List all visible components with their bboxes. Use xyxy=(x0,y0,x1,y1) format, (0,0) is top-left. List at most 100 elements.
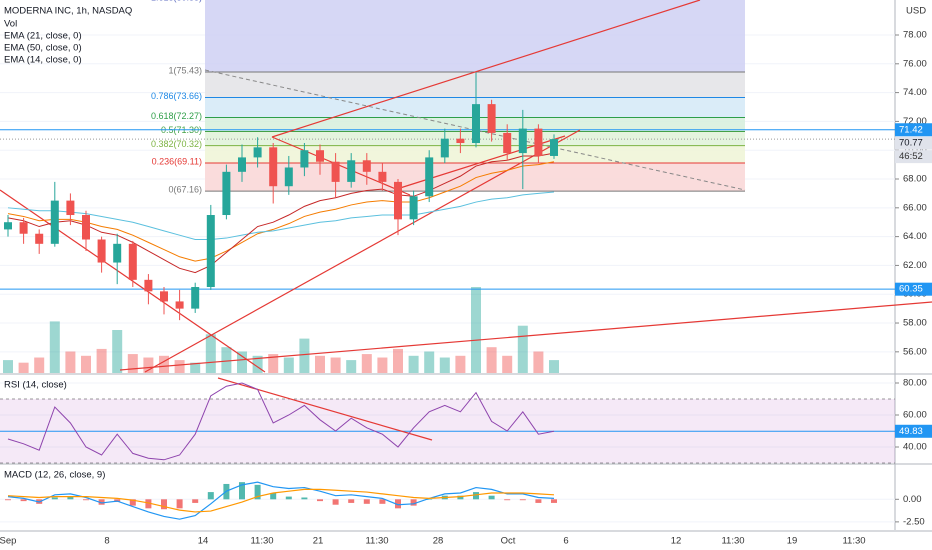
fib-label: 0.236(69.11) xyxy=(152,156,202,166)
volume-bar xyxy=(34,357,45,373)
fib-zone xyxy=(205,0,745,73)
histogram-bar xyxy=(285,496,292,500)
x-tick-label: Sep xyxy=(0,536,16,547)
y-tick-label: 58.00 xyxy=(903,318,927,329)
pane-title: MACD (12, 26, close, 9) xyxy=(4,470,105,481)
fib-label: 1.618(80.55) xyxy=(151,0,202,2)
volume-bar xyxy=(517,325,528,373)
candle-body xyxy=(128,243,137,280)
histogram-bar xyxy=(332,499,339,505)
histogram-bar xyxy=(473,492,479,500)
volume-bar xyxy=(377,357,388,373)
symbol-title: MODERNA INC, 1h, NASDAQ xyxy=(4,6,132,17)
volume-bar xyxy=(330,357,341,373)
candle-body xyxy=(66,200,75,216)
trend-line xyxy=(271,0,701,138)
candle-body xyxy=(238,157,246,172)
legend-item: EMA (14, close, 0) xyxy=(4,55,82,66)
y-tick-label: 78.00 xyxy=(903,30,927,41)
volume-bar xyxy=(252,355,263,373)
candle-body xyxy=(284,167,293,187)
histogram-bar xyxy=(270,492,277,500)
volume-bar xyxy=(159,355,169,373)
volume-bar xyxy=(408,355,419,373)
candle-body xyxy=(175,301,184,309)
fib-label: 0(67.16) xyxy=(168,184,202,194)
y-tick-label: 68.00 xyxy=(903,174,927,185)
candle-body xyxy=(35,233,44,244)
histogram-bar xyxy=(363,499,370,504)
candle-body xyxy=(331,161,340,182)
candle-body xyxy=(222,171,231,216)
price-tag xyxy=(895,282,932,296)
volume-bar xyxy=(3,360,13,373)
y-tick-label: 72.00 xyxy=(903,116,927,127)
histogram-bar xyxy=(207,492,214,500)
volume-bar xyxy=(439,357,450,373)
histogram-bar xyxy=(51,497,58,500)
x-tick-label: 11:30 xyxy=(365,536,388,547)
trend-line xyxy=(271,136,411,196)
candle-body xyxy=(113,243,122,263)
volume-bar xyxy=(81,355,91,373)
legend-item: EMA (21, close, 0) xyxy=(4,31,82,42)
candle-body xyxy=(394,181,402,220)
x-tick-label: 19 xyxy=(787,536,798,547)
candle-body xyxy=(144,279,153,292)
fib-zone xyxy=(205,163,745,192)
histogram-bar xyxy=(20,499,27,502)
volume-bar xyxy=(143,357,154,373)
volume-bar xyxy=(299,338,310,373)
ema-line xyxy=(7,152,555,274)
price-tag-label: 60.35 xyxy=(899,284,923,295)
histogram-bar xyxy=(129,499,136,506)
histogram-bar xyxy=(98,499,105,505)
volume-bar xyxy=(18,362,29,373)
candle-body xyxy=(425,157,434,197)
ema-line xyxy=(7,191,555,240)
y-tick-label: 40.00 xyxy=(903,442,927,453)
price-tag xyxy=(895,136,932,150)
trend-line xyxy=(217,377,433,441)
x-tick-label: 6 xyxy=(563,536,568,547)
candle-body xyxy=(362,160,371,172)
histogram-bar xyxy=(535,499,542,503)
volume-bar xyxy=(361,354,372,373)
candle-body xyxy=(378,171,387,182)
x-tick-label: 8 xyxy=(104,536,109,547)
histogram-bar xyxy=(379,499,386,504)
histogram-bar xyxy=(192,499,199,503)
candle-body xyxy=(19,222,28,234)
volume-bar xyxy=(455,355,466,373)
histogram-bar xyxy=(519,499,526,501)
candle-body xyxy=(82,215,90,240)
volume-bar xyxy=(49,321,60,373)
y-tick-label: 0.00 xyxy=(903,494,922,505)
candle-body xyxy=(316,150,324,162)
volume-bar xyxy=(65,351,76,373)
x-tick-label: 11:30 xyxy=(721,536,744,547)
y-tick-label: 64.00 xyxy=(903,231,927,242)
candle-body xyxy=(253,147,262,158)
y-tick-label: 76.00 xyxy=(903,58,927,69)
x-tick-label: 11:30 xyxy=(250,536,273,547)
volume-bar xyxy=(502,355,513,373)
countdown-bg xyxy=(895,150,932,164)
histogram-bar xyxy=(348,499,355,503)
candle-body xyxy=(409,196,418,220)
histogram-bar xyxy=(176,499,183,509)
candle-body xyxy=(518,128,527,154)
volume-bar xyxy=(174,360,185,373)
price-tag xyxy=(895,424,932,438)
histogram-bar xyxy=(83,499,89,501)
histogram-bar xyxy=(317,499,323,502)
price-tag-label: 71.42 xyxy=(899,124,923,135)
fib-label: 0.786(73.66) xyxy=(151,91,202,101)
x-tick-label: 12 xyxy=(671,536,682,547)
legend-item: EMA (50, close, 0) xyxy=(4,43,82,54)
volume-bar xyxy=(237,351,247,373)
x-tick-label: Oct xyxy=(501,536,516,547)
candle-body xyxy=(456,138,465,144)
histogram-bar xyxy=(5,499,11,501)
price-tag-label: 70.77 xyxy=(899,138,923,149)
